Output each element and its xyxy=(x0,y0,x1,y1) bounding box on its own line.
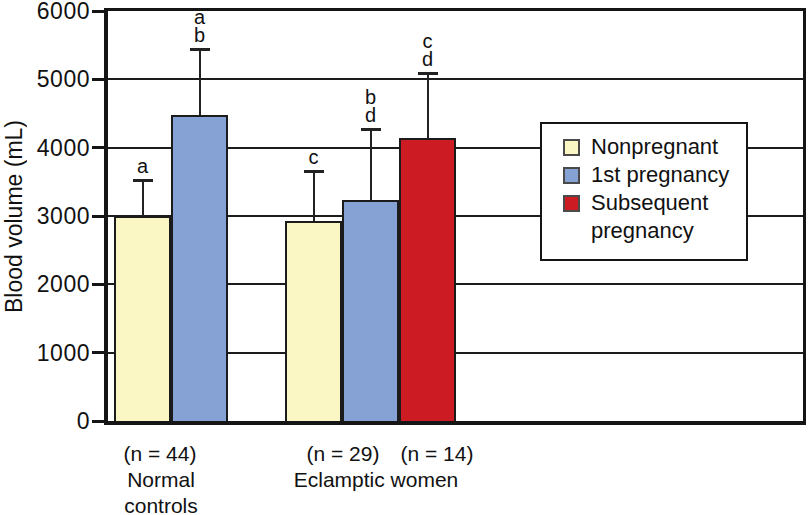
group1-n-label: (n = 44) xyxy=(124,441,197,467)
y-tick-0 xyxy=(92,420,106,423)
legend-swatch-nonpregnant xyxy=(563,139,580,156)
bar-eclamptic-women-subsequent-pregnancy xyxy=(399,138,456,421)
legend-label-nonpregnant: Nonpregnant xyxy=(591,133,718,161)
sig-letters-normal-controls-1st-pregnancy: a b xyxy=(194,8,205,44)
y-tick-6000 xyxy=(92,10,106,13)
bar-eclamptic-women-1st-pregnancy xyxy=(342,200,399,421)
bar-normal-controls-1st-pregnancy xyxy=(171,115,228,421)
y-tick-4000 xyxy=(92,146,106,149)
legend-label-subsequent-pregnancy: Subsequent pregnancy xyxy=(591,189,708,245)
group2-n2-label: (n = 14) xyxy=(401,441,474,467)
y-tick-label-0: 0 xyxy=(24,408,90,434)
y-tick-label-5000: 5000 xyxy=(24,66,90,92)
y-tick-label-4000: 4000 xyxy=(24,135,90,161)
y-tick-2000 xyxy=(92,283,106,286)
legend-box: Nonpregnant 1st pregnancy Subsequent pre… xyxy=(540,122,748,261)
error-cap-nonpregnant xyxy=(304,170,324,173)
error-cap-1st-pregnancy xyxy=(190,48,210,51)
legend-item-subsequent-pregnancy: Subsequent pregnancy xyxy=(563,189,746,245)
bar-normal-controls-nonpregnant xyxy=(114,216,171,421)
group1-name-label: Normal controls xyxy=(124,467,198,515)
sig-letters-eclamptic-women-nonpregnant: c xyxy=(309,148,319,166)
y-tick-5000 xyxy=(92,78,106,81)
error-bar-1st-pregnancy xyxy=(199,49,201,115)
error-bar-1st-pregnancy xyxy=(370,129,372,200)
y-tick-3000 xyxy=(92,215,106,218)
gridline-5000 xyxy=(108,78,803,80)
legend-label-first-pregnancy: 1st pregnancy xyxy=(591,161,729,189)
y-tick-1000 xyxy=(92,351,106,354)
y-tick-label-6000: 6000 xyxy=(24,0,90,24)
group2-n1-label: (n = 29) xyxy=(307,441,380,467)
y-tick-label-2000: 2000 xyxy=(24,271,90,297)
blood-volume-bar-chart: Blood volume (mL) aa bcb dc d Nonpregnan… xyxy=(0,0,809,515)
sig-letters-eclamptic-women-subsequent-pregnancy: c d xyxy=(422,32,433,68)
group2-name-label: Eclamptic women xyxy=(294,467,459,493)
legend-swatch-subsequent-pregnancy xyxy=(563,195,580,212)
error-cap-subsequent-pregnancy xyxy=(418,72,438,75)
y-tick-label-1000: 1000 xyxy=(24,340,90,366)
legend-item-nonpregnant: Nonpregnant xyxy=(563,133,746,161)
sig-letters-normal-controls-nonpregnant: a xyxy=(137,157,148,175)
legend-swatch-first-pregnancy xyxy=(563,167,580,184)
sig-letters-eclamptic-women-1st-pregnancy: b d xyxy=(365,88,376,124)
error-bar-nonpregnant xyxy=(313,171,315,221)
y-tick-label-3000: 3000 xyxy=(24,203,90,229)
error-cap-nonpregnant xyxy=(133,179,153,182)
legend-item-first-pregnancy: 1st pregnancy xyxy=(563,161,746,189)
error-bar-subsequent-pregnancy xyxy=(427,73,429,139)
bar-eclamptic-women-nonpregnant xyxy=(285,221,342,421)
error-cap-1st-pregnancy xyxy=(361,128,381,131)
error-bar-nonpregnant xyxy=(142,180,144,216)
